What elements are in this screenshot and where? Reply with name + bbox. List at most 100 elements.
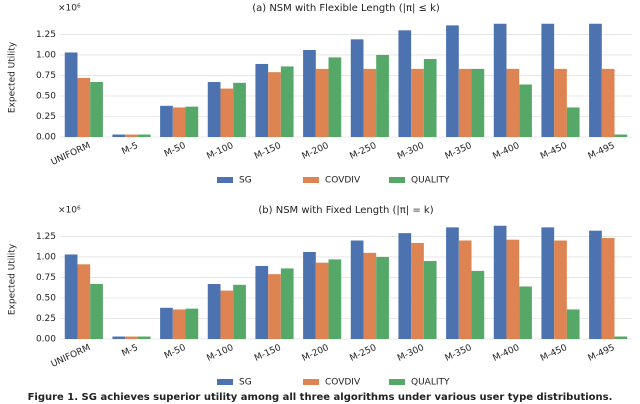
y-tick-label: 0.00 <box>36 335 56 345</box>
bar <box>411 68 424 137</box>
bar <box>541 227 555 339</box>
bar <box>493 225 507 339</box>
bar <box>614 134 628 137</box>
bar <box>398 30 412 137</box>
bar <box>423 261 437 339</box>
bar <box>376 54 389 138</box>
x-tick-label: M-450 <box>539 343 569 364</box>
x-tick-label: M-200 <box>301 141 331 162</box>
bar <box>172 107 186 137</box>
bar <box>125 336 138 339</box>
bar <box>185 308 199 339</box>
bar <box>268 274 281 339</box>
y-offset-label: ×10⁶ <box>58 4 81 14</box>
bar <box>303 252 316 339</box>
y-offset-label: ×10⁶ <box>58 206 81 216</box>
bar <box>328 259 342 339</box>
legend-label: SG <box>239 176 252 186</box>
x-tick-label: M-50 <box>163 141 188 160</box>
y-tick-label: 0.50 <box>36 293 56 303</box>
bar <box>589 23 602 137</box>
y-axis-label: Expected Utility <box>8 243 18 315</box>
x-tick-label: M-5 <box>120 141 139 157</box>
bar <box>64 254 78 339</box>
bar <box>554 68 567 137</box>
bar <box>411 242 424 339</box>
bar <box>493 23 507 137</box>
bar <box>220 88 234 137</box>
y-tick-label: 0.75 <box>36 71 56 81</box>
y-tick-label: 1.25 <box>36 232 56 242</box>
x-tick-label: M-150 <box>253 141 283 162</box>
bar <box>506 239 520 339</box>
bar <box>566 107 580 137</box>
x-tick-label: M-495 <box>587 343 617 364</box>
bar <box>589 230 602 339</box>
legend-swatch <box>389 177 405 183</box>
bar <box>160 307 173 339</box>
y-tick-label: 0.00 <box>36 133 56 143</box>
bar <box>350 39 364 137</box>
bar <box>172 309 186 339</box>
bar <box>423 59 437 137</box>
x-tick-label: M-350 <box>444 343 474 364</box>
legend-label: COVDIV <box>325 176 361 186</box>
x-tick-label: M-300 <box>396 343 426 364</box>
x-tick-label: M-50 <box>163 343 188 362</box>
y-tick-label: 0.25 <box>36 112 56 122</box>
bar <box>519 84 532 137</box>
caption: Figure 1. SG achieves superior utility a… <box>28 392 613 403</box>
bar <box>376 256 389 339</box>
y-tick-label: 1.00 <box>36 252 56 262</box>
x-tick-label: UNIFORM <box>50 141 93 168</box>
bar <box>77 264 91 339</box>
x-tick-label: M-400 <box>491 141 521 162</box>
bar <box>363 68 377 137</box>
legend-label: QUALITY <box>411 378 450 388</box>
x-tick-label: UNIFORM <box>50 343 93 370</box>
legend-swatch <box>217 379 233 385</box>
bar <box>458 240 472 339</box>
bar <box>64 52 78 137</box>
legend-label: QUALITY <box>411 176 450 186</box>
bar <box>125 134 138 137</box>
bar <box>112 134 126 137</box>
bar <box>471 270 485 339</box>
legend-label: COVDIV <box>325 378 361 388</box>
bar <box>255 265 269 339</box>
y-tick-label: 0.25 <box>36 314 56 324</box>
x-tick-label: M-300 <box>396 141 426 162</box>
bar <box>268 72 281 137</box>
bar <box>519 286 532 339</box>
legend-swatch <box>217 177 233 183</box>
bar <box>207 284 221 339</box>
y-axis-label: Expected Utility <box>8 41 18 113</box>
x-tick-label: M-100 <box>205 141 235 162</box>
bar <box>506 68 520 137</box>
bar <box>541 23 555 137</box>
bar <box>185 106 199 137</box>
bar <box>220 290 234 339</box>
bar <box>255 63 269 138</box>
bar <box>458 68 472 137</box>
y-tick-label: 0.50 <box>36 91 56 101</box>
x-tick-label: M-100 <box>205 343 235 364</box>
bar <box>233 284 246 339</box>
bar <box>160 105 173 137</box>
bar <box>614 336 628 339</box>
bar <box>363 252 377 339</box>
y-tick-label: 1.25 <box>36 30 56 40</box>
bar <box>280 268 294 339</box>
x-tick-label: M-450 <box>539 141 569 162</box>
bar <box>601 238 615 339</box>
chart-title: (b) NSM with Fixed Length (|π| = k) <box>258 205 433 216</box>
bar <box>233 82 246 137</box>
bar <box>471 68 485 137</box>
bar <box>446 25 459 137</box>
bar <box>315 262 329 339</box>
x-tick-label: M-5 <box>120 343 139 359</box>
x-tick-label: M-350 <box>444 141 474 162</box>
bar <box>137 336 151 339</box>
x-tick-label: M-150 <box>253 343 283 364</box>
